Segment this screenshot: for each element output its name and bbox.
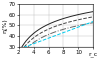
Y-axis label: η(%): η(%) bbox=[2, 18, 7, 33]
Text: r_c: r_c bbox=[89, 52, 98, 57]
